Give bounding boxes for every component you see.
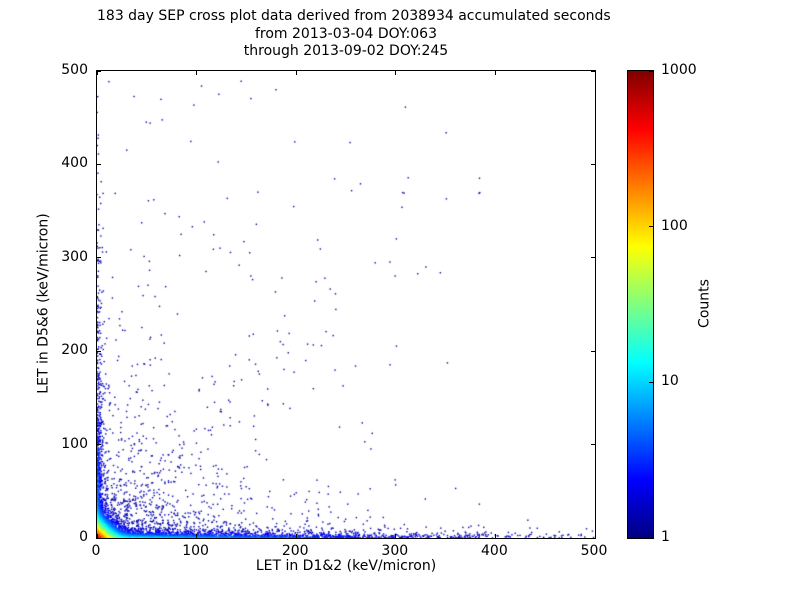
y-tick-label: 0 <box>79 529 88 545</box>
y-tick-mark <box>97 257 101 259</box>
colorbar-tick-mark <box>649 226 653 228</box>
y-tick-mark <box>591 257 595 259</box>
colorbar-tick-mark <box>649 381 653 383</box>
y-tick-mark <box>591 70 595 72</box>
x-tick-mark <box>395 71 397 75</box>
y-tick-mark <box>591 163 595 165</box>
y-tick-mark <box>591 537 595 539</box>
x-tick-mark <box>594 71 596 75</box>
y-tick-mark <box>591 444 595 446</box>
chart-title-line-2: from 2013-03-04 DOY:063 <box>254 26 437 42</box>
y-tick-mark <box>97 70 101 72</box>
colorbar <box>627 70 654 539</box>
chart-title-line-1: 183 day SEP cross plot data derived from… <box>97 8 611 24</box>
x-tick-label: 100 <box>182 543 209 559</box>
x-tick-label: 200 <box>281 543 309 559</box>
x-tick-mark <box>196 71 198 75</box>
x-tick-mark <box>494 534 496 538</box>
colorbar-tick-label: 10 <box>661 373 679 390</box>
scatter-canvas <box>97 71 595 538</box>
y-tick-label: 300 <box>61 248 88 265</box>
x-tick-label: 400 <box>481 543 508 559</box>
x-tick-label: 500 <box>580 543 608 559</box>
x-tick-mark <box>295 534 297 538</box>
x-tick-mark <box>96 71 98 75</box>
x-tick-mark <box>494 71 496 75</box>
x-tick-mark <box>96 534 98 538</box>
y-tick-label: 400 <box>61 155 88 172</box>
y-tick-mark <box>97 350 101 352</box>
y-tick-label: 100 <box>61 435 88 452</box>
colorbar-label: Counts <box>696 279 713 328</box>
y-tick-mark <box>591 350 595 352</box>
colorbar-tick-label: 100 <box>661 217 688 234</box>
chart-title-line-3: through 2013-09-02 DOY:245 <box>243 43 449 59</box>
plot-area <box>96 70 596 539</box>
y-axis-label: LET in D5&6 (keV/micron) <box>35 213 52 394</box>
x-tick-mark <box>196 534 198 538</box>
y-tick-label: 500 <box>61 62 88 78</box>
colorbar-tick-label: 1000 <box>661 62 697 78</box>
y-tick-mark <box>97 444 101 446</box>
y-tick-mark <box>97 537 101 539</box>
x-tick-label: 0 <box>91 543 101 559</box>
x-axis-label: LET in D1&2 (keV/micron) <box>255 558 437 574</box>
colorbar-tick-mark <box>649 537 653 539</box>
x-tick-label: 300 <box>381 543 409 559</box>
x-tick-mark <box>594 534 596 538</box>
x-tick-mark <box>295 71 297 75</box>
y-tick-label: 200 <box>61 342 88 359</box>
y-tick-mark <box>97 163 101 165</box>
x-tick-mark <box>395 534 397 538</box>
colorbar-tick-mark <box>649 70 653 72</box>
colorbar-tick-label: 1 <box>661 529 670 545</box>
